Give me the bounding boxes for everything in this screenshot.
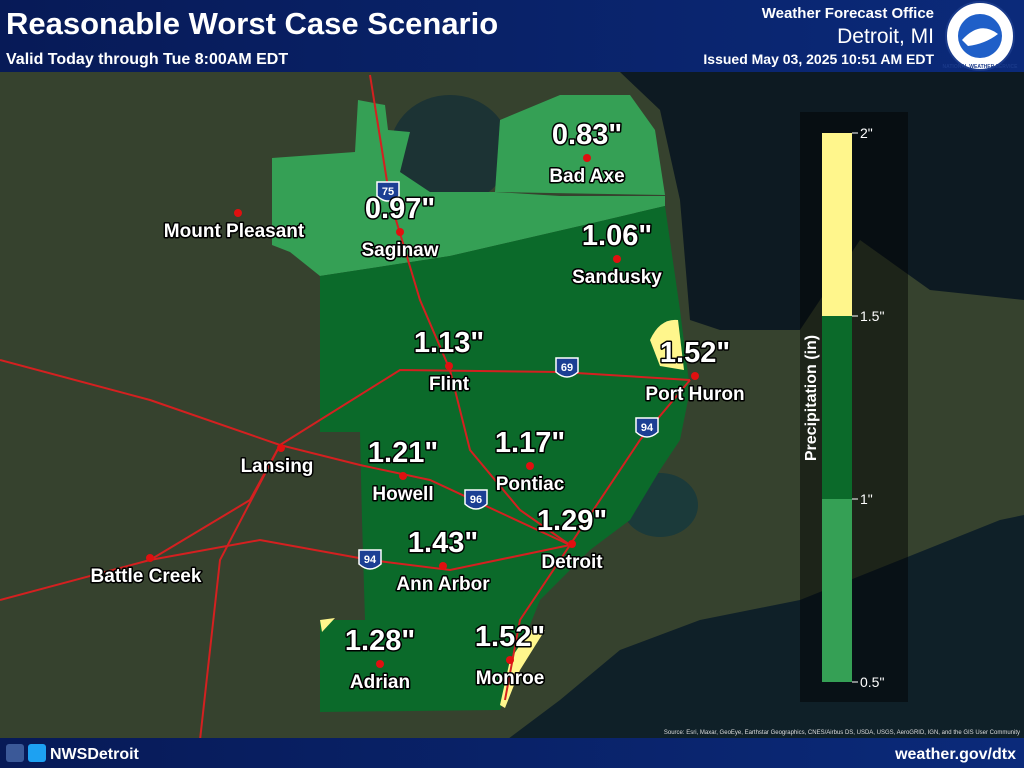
legend-tick-label: 2" xyxy=(860,125,873,141)
precip-value: 1.21" xyxy=(368,437,438,469)
precip-area-yellow xyxy=(320,618,335,632)
website: weather.gov/dtx xyxy=(894,746,1016,763)
precip-area-yellow xyxy=(500,630,545,708)
precip-value: 1.29" xyxy=(537,505,607,537)
subtitle: Valid Today through Tue 8:00AM EDT xyxy=(6,51,288,68)
legend-tick-label: 0.5" xyxy=(860,674,884,690)
city-dot xyxy=(376,660,384,668)
legend-tick-label: 1" xyxy=(860,491,873,507)
city-dot xyxy=(234,209,242,217)
city-dot xyxy=(526,462,534,470)
social-handle: NWSDetroit xyxy=(50,746,140,763)
interstate-number: 94 xyxy=(641,422,654,434)
city-label: Mount Pleasant xyxy=(164,221,305,242)
precip-value: 1.52" xyxy=(475,621,545,653)
city-label: Detroit xyxy=(541,552,603,573)
precip-value: 0.97" xyxy=(365,193,435,225)
legend-band xyxy=(822,316,852,499)
city-dot xyxy=(146,554,154,562)
city-dot xyxy=(396,228,404,236)
legend-band xyxy=(822,133,852,316)
saginaw-bay xyxy=(390,95,510,205)
interstate-shield xyxy=(555,357,579,378)
city-dot xyxy=(399,472,407,480)
footer-bar xyxy=(0,738,1024,768)
precip-value: 1.52" xyxy=(660,337,730,369)
precip-value: 1.28" xyxy=(345,625,415,657)
city-label: Pontiac xyxy=(496,474,565,495)
precip-value: 1.06" xyxy=(582,220,652,252)
city-label: Monroe xyxy=(476,668,545,689)
city-label: Port Huron xyxy=(645,384,744,405)
lake-erie xyxy=(500,515,1024,745)
legend-title: Precipitation (in) xyxy=(803,335,820,461)
interstate-number: 96 xyxy=(470,494,482,506)
city-label: Sandusky xyxy=(572,267,662,288)
city-dot xyxy=(583,154,591,162)
interstate-number: 69 xyxy=(561,362,573,374)
interstate-shield xyxy=(376,181,400,202)
city-dot xyxy=(445,362,453,370)
precip-area-yellow xyxy=(650,319,684,370)
nws-logo-cloud xyxy=(962,28,998,46)
precip-value: 1.13" xyxy=(414,327,484,359)
title: Reasonable Worst Case Scenario xyxy=(6,6,498,41)
highway xyxy=(199,444,281,741)
office: Weather Forecast Office xyxy=(762,5,934,22)
precip-area-light xyxy=(495,95,665,195)
city-dot xyxy=(568,540,576,548)
city-label: Howell xyxy=(372,484,433,505)
precip-area-dark xyxy=(320,206,690,712)
city-label: Ann Arbor xyxy=(396,574,490,595)
city-label: Adrian xyxy=(350,672,410,693)
twitter-icon xyxy=(28,744,46,762)
location: Detroit, MI xyxy=(837,25,934,48)
city-label: Bad Axe xyxy=(549,166,624,187)
nws-logo-text: NATIONAL WEATHER SERVICE xyxy=(943,64,1019,70)
city-label: Lansing xyxy=(241,456,314,477)
city-dot xyxy=(439,562,447,570)
city-dot xyxy=(277,444,285,452)
legend-box xyxy=(800,112,908,702)
city-label: Saginaw xyxy=(361,240,438,261)
city-label: Battle Creek xyxy=(91,566,202,587)
header-bar xyxy=(0,0,1024,72)
highway xyxy=(0,538,571,601)
city-dot xyxy=(613,255,621,263)
highway xyxy=(0,359,691,447)
legend-band xyxy=(822,499,852,682)
city-label: Flint xyxy=(429,374,470,395)
interstate-shield xyxy=(358,549,382,570)
city-dot xyxy=(691,372,699,380)
interstate-shield xyxy=(635,417,659,438)
precip-value: 1.43" xyxy=(408,527,478,559)
issued: Issued May 03, 2025 10:51 AM EDT xyxy=(703,51,934,67)
map-credit: Source: Esri, Maxar, GeoEye, Earthstar G… xyxy=(664,730,1020,736)
precip-value: 0.83" xyxy=(552,119,622,151)
interstate-shield xyxy=(464,489,488,510)
facebook-icon xyxy=(6,744,24,762)
interstate-number: 75 xyxy=(382,186,394,198)
city-dot xyxy=(506,656,514,664)
precip-area-light xyxy=(272,100,665,276)
interstate-number: 94 xyxy=(364,554,377,566)
legend-tick-label: 1.5" xyxy=(860,308,884,324)
precip-value: 1.17" xyxy=(495,427,565,459)
